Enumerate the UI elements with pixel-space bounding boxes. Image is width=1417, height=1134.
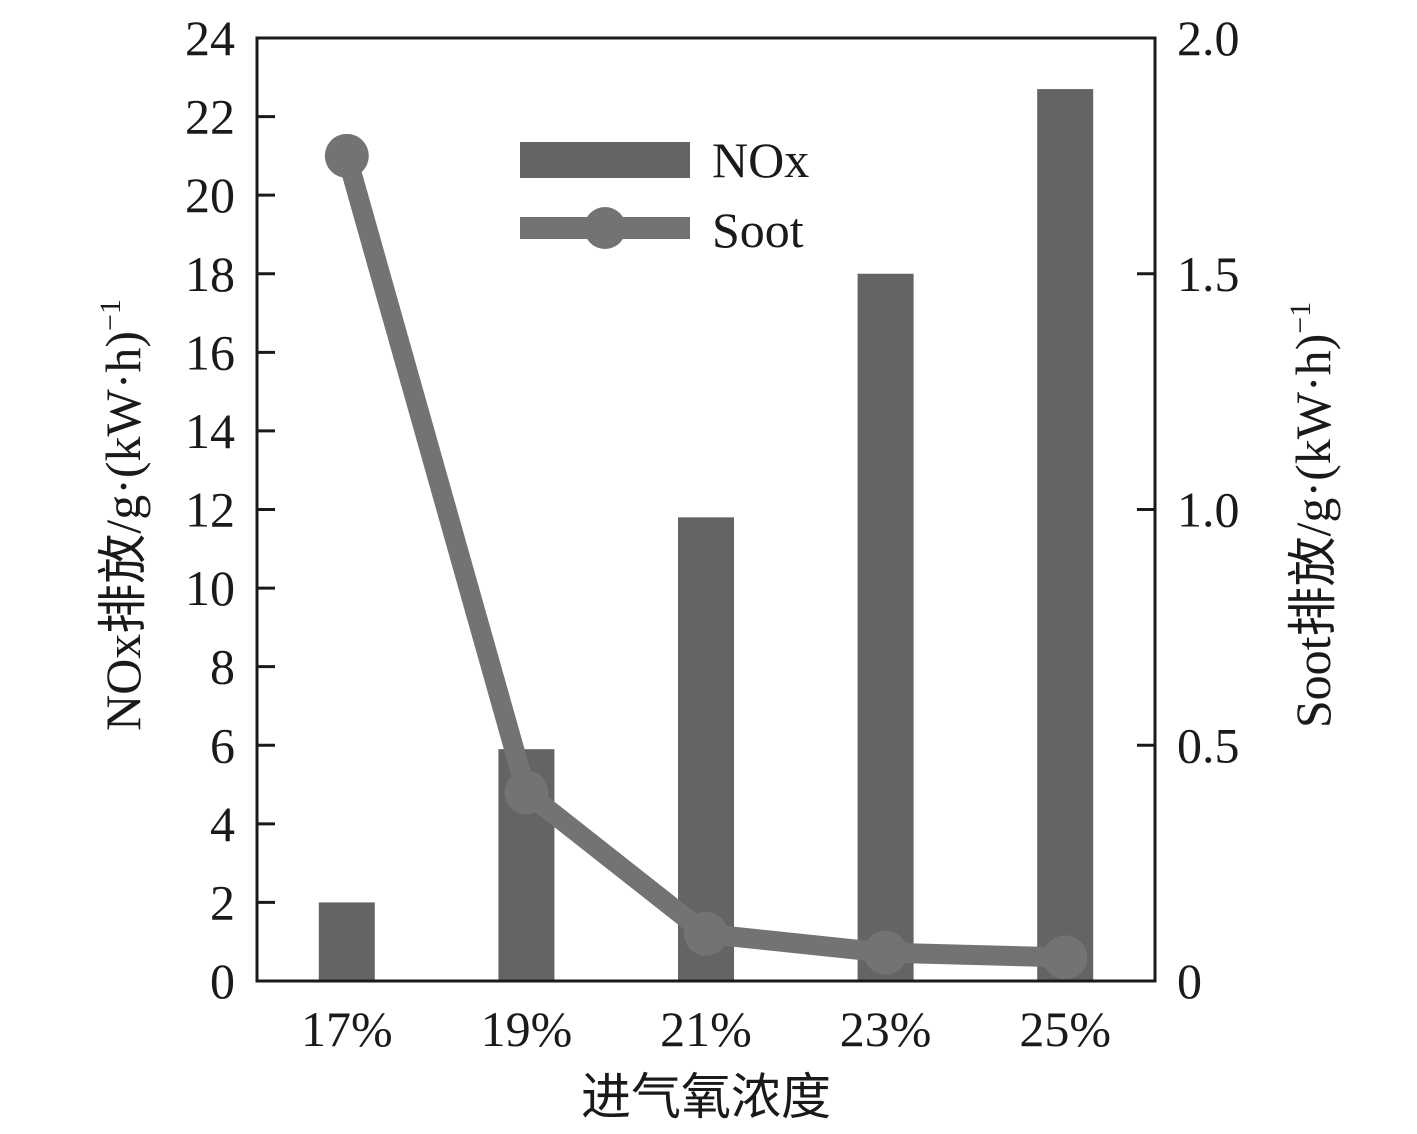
left-tick-label-14: 14 xyxy=(185,403,235,459)
left-tick-label-0: 0 xyxy=(210,953,235,1009)
left-axis-title: NOx排放/g·(kW·h)−1 xyxy=(94,299,151,731)
left-tick-label-10: 10 xyxy=(185,560,235,616)
legend: NOx Soot xyxy=(520,132,809,258)
soot-point-19% xyxy=(504,770,549,815)
x-tick-label-17%: 17% xyxy=(301,1001,393,1057)
nox-bar-25% xyxy=(1037,89,1094,982)
left-tick-label-4: 4 xyxy=(210,796,235,852)
left-axis-title-sup: −1 xyxy=(94,299,127,331)
right-axis-title: Soot排放/g·(kW·h)−1 xyxy=(1284,302,1341,728)
left-tick-label-24: 24 xyxy=(185,10,235,66)
right-axis-title-main: Soot排放/g·(kW·h) xyxy=(1285,334,1341,728)
soot-series xyxy=(324,133,1088,980)
nox-bars xyxy=(318,89,1094,982)
right-axis-title-sup: −1 xyxy=(1284,302,1317,334)
left-tick-label-6: 6 xyxy=(210,717,235,773)
left-tick-label-22: 22 xyxy=(185,89,235,145)
left-tick-label-20: 20 xyxy=(185,167,235,223)
x-tick-label-25%: 25% xyxy=(1019,1001,1111,1057)
right-tick-label-0.5: 0.5 xyxy=(1177,717,1240,773)
x-tick-label-21%: 21% xyxy=(660,1001,752,1057)
legend-soot-marker xyxy=(584,207,626,249)
right-axis: 0 0.5 1.0 1.5 2.0 xyxy=(1137,10,1240,1009)
x-tick-label-23%: 23% xyxy=(840,1001,932,1057)
x-tick-label-19%: 19% xyxy=(481,1001,573,1057)
legend-nox-label: NOx xyxy=(712,132,809,188)
left-axis-title-main: NOx排放/g·(kW·h) xyxy=(95,331,151,731)
soot-point-23% xyxy=(863,930,908,975)
nox-bar-17% xyxy=(318,902,375,981)
legend-nox-swatch xyxy=(520,142,690,178)
soot-point-21% xyxy=(684,911,728,956)
soot-point-25% xyxy=(1043,935,1088,980)
x-axis: 17% 19% 21% 23% 25% xyxy=(301,1001,1111,1057)
right-tick-label-0: 0 xyxy=(1177,953,1202,1009)
right-tick-label-2.0: 2.0 xyxy=(1177,10,1240,66)
nox-bar-21% xyxy=(678,517,734,981)
nox-bar-23% xyxy=(857,273,914,981)
left-tick-label-16: 16 xyxy=(185,324,235,380)
left-tick-label-2: 2 xyxy=(210,874,235,930)
right-tick-label-1.0: 1.0 xyxy=(1177,482,1240,538)
legend-soot-label: Soot xyxy=(712,202,804,258)
left-tick-label-12: 12 xyxy=(185,482,235,538)
left-tick-label-18: 18 xyxy=(185,246,235,302)
soot-point-17% xyxy=(324,133,369,178)
left-tick-label-8: 8 xyxy=(210,639,235,695)
right-tick-label-1.5: 1.5 xyxy=(1177,246,1240,302)
x-axis-title: 进气氧浓度 xyxy=(581,1069,831,1125)
